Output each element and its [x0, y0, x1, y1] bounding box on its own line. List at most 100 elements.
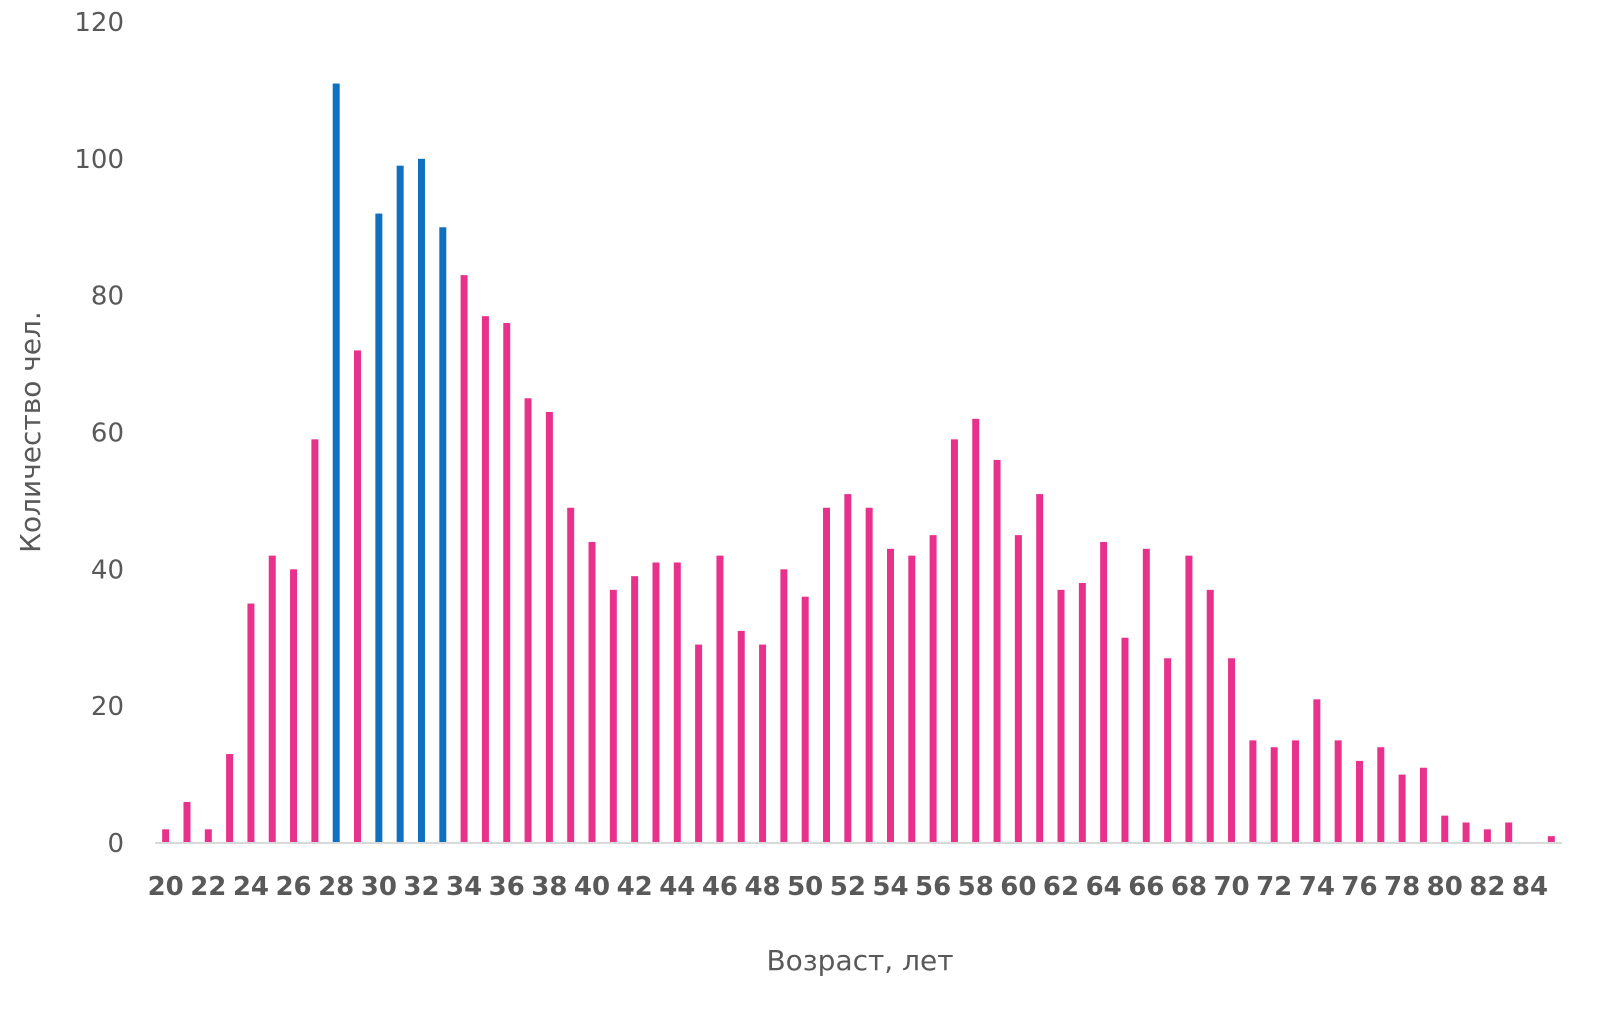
x-tick-label: 58: [958, 872, 994, 902]
bar: [759, 644, 767, 843]
x-tick-label: 48: [744, 872, 780, 902]
x-tick-label: 60: [1000, 872, 1036, 902]
x-tick-label: 36: [489, 872, 525, 902]
x-tick-label: 54: [872, 872, 908, 902]
x-tick-label: 66: [1128, 872, 1164, 902]
bar: [929, 535, 937, 844]
bar: [609, 589, 617, 843]
x-tick-label: 56: [915, 872, 951, 902]
bar: [1483, 829, 1491, 843]
x-tick-label: 28: [318, 872, 354, 902]
bar: [908, 555, 916, 843]
y-axis-ticks: 0 20 40 60 80 100 120: [74, 8, 124, 859]
bar: [993, 459, 1001, 843]
bar: [1206, 589, 1214, 843]
x-axis-ticks: 20 22 24 26 28 30 32 34 36 38 40 42 44 46 48 50 52 54 56 58…: [148, 872, 1549, 902]
bar: [1313, 699, 1321, 843]
bar: [950, 439, 958, 843]
bar: [695, 644, 703, 843]
bar: [1164, 658, 1172, 843]
bar: [780, 569, 788, 843]
bar: [503, 323, 511, 843]
bar: [226, 754, 234, 843]
bar: [1249, 740, 1257, 844]
bar: [1292, 740, 1300, 844]
bar: [1505, 822, 1513, 843]
y-tick-label: 120: [74, 8, 124, 38]
bar: [1014, 535, 1022, 844]
bar: [332, 83, 340, 843]
bar: [1057, 589, 1065, 843]
y-tick-label: 40: [91, 555, 124, 585]
x-tick-label: 78: [1384, 872, 1420, 902]
bar: [1398, 774, 1406, 843]
bar: [801, 596, 809, 843]
bar: [1228, 658, 1236, 843]
x-tick-label: 84: [1512, 872, 1548, 902]
bar: [545, 411, 553, 843]
x-tick-label: 46: [702, 872, 738, 902]
bar: [1036, 494, 1044, 843]
bar: [1377, 747, 1385, 843]
y-tick-label: 20: [91, 692, 124, 722]
x-tick-label: 40: [574, 872, 610, 902]
x-tick-label: 42: [617, 872, 653, 902]
bar: [1334, 740, 1342, 844]
bars: [162, 83, 1555, 844]
y-axis-title: Количество чел.: [14, 311, 47, 553]
bar: [1185, 555, 1193, 843]
bar: [1441, 815, 1449, 843]
x-tick-label: 34: [446, 872, 482, 902]
bar: [1462, 822, 1470, 843]
x-tick-label: 52: [830, 872, 866, 902]
x-tick-label: 76: [1341, 872, 1377, 902]
bar: [865, 507, 873, 843]
bar: [1419, 767, 1427, 843]
bar: [1355, 760, 1363, 843]
bar: [588, 541, 596, 843]
x-tick-label: 50: [787, 872, 823, 902]
bar: [673, 562, 681, 843]
bar: [290, 569, 298, 843]
y-tick-label: 100: [74, 145, 124, 175]
x-tick-label: 24: [233, 872, 269, 902]
x-tick-label: 22: [190, 872, 226, 902]
bar: [652, 562, 660, 843]
x-tick-label: 74: [1299, 872, 1335, 902]
bar: [716, 555, 724, 843]
x-tick-label: 70: [1213, 872, 1249, 902]
x-tick-label: 80: [1427, 872, 1463, 902]
x-tick-label: 68: [1171, 872, 1207, 902]
x-tick-label: 44: [659, 872, 695, 902]
x-tick-label: 62: [1043, 872, 1079, 902]
bar: [886, 548, 894, 843]
bar: [268, 555, 276, 843]
bar: [1121, 637, 1129, 843]
bar: [972, 418, 980, 843]
bar: [1547, 836, 1555, 843]
bar: [524, 398, 532, 843]
bar: [823, 507, 831, 843]
bar: [1142, 548, 1150, 843]
x-tick-label: 64: [1086, 872, 1122, 902]
bar: [737, 630, 745, 843]
x-tick-label: 26: [275, 872, 311, 902]
x-tick-label: 82: [1469, 872, 1505, 902]
bar: [1100, 541, 1108, 843]
bar: [631, 576, 639, 843]
bar: [844, 494, 852, 843]
bar: [204, 829, 212, 843]
x-tick-label: 38: [531, 872, 567, 902]
bar: [311, 439, 319, 843]
x-tick-label: 20: [148, 872, 184, 902]
bar: [1270, 747, 1278, 843]
bar: [417, 158, 425, 843]
y-tick-label: 80: [91, 282, 124, 312]
bar: [460, 275, 468, 843]
bar: [396, 165, 404, 843]
x-axis-title: Возраст, лет: [766, 944, 953, 977]
bar: [162, 829, 170, 843]
x-tick-label: 72: [1256, 872, 1292, 902]
x-tick-label: 30: [361, 872, 397, 902]
